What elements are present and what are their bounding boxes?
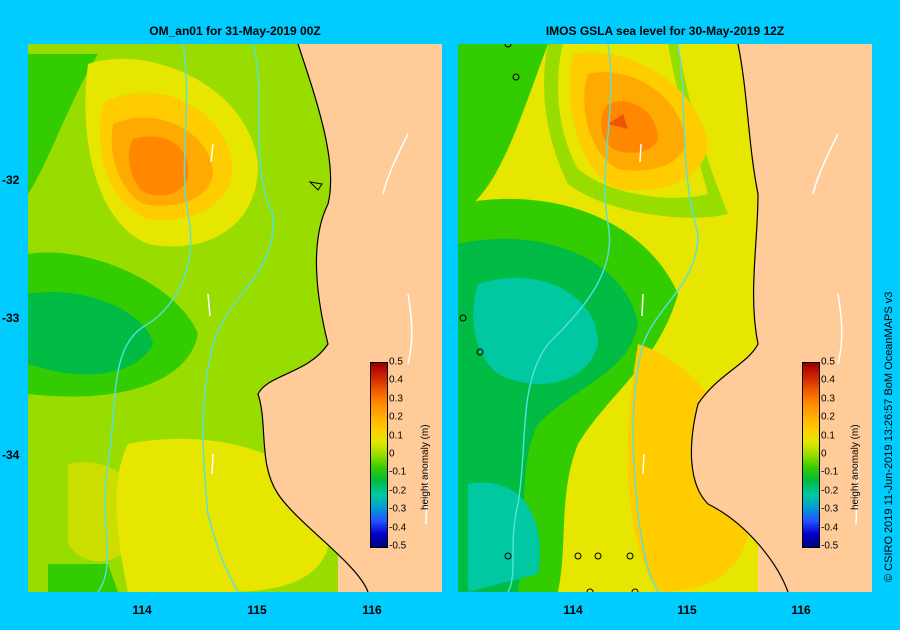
colorbar-tick-label: 0 (821, 448, 827, 460)
y-tick-label: -32 (2, 173, 20, 187)
x-tick-label: 115 (247, 603, 267, 617)
right-panel-title: IMOS GSLA sea level for 30-May-2019 12Z (545, 24, 785, 38)
colorbar-tick-label: 0.5 (389, 356, 403, 368)
colorbar-tick-label: -0.2 (389, 485, 407, 497)
colorbar-tick-label: 0.4 (389, 374, 403, 386)
colorbar-tick-label: 0.1 (389, 430, 403, 442)
colorbar-tick-label: 0.3 (821, 393, 835, 405)
colorbar-tick-label: -0.2 (821, 485, 839, 497)
colorbar-tick-label: -0.5 (389, 540, 407, 552)
left-map-panel (28, 44, 442, 592)
left-anomaly-contours (28, 44, 442, 592)
colorbar-tick-label: 0.5 (821, 356, 835, 368)
colorbar-tick-label: 0.2 (821, 411, 835, 423)
left-colorbar (370, 362, 388, 548)
right-anomaly-contours (458, 44, 872, 592)
y-tick-label: -34 (2, 448, 20, 462)
observation-markers (459, 44, 639, 592)
x-tick-label: 114 (563, 603, 583, 617)
colorbar-tick-label: -0.5 (821, 540, 839, 552)
colorbar-tick-label: 0.1 (821, 430, 835, 442)
colorbar-tick-label: -0.4 (821, 522, 839, 534)
right-colorbar-label: height anomaly (m) (850, 424, 861, 510)
credit-text: © CSIRO 2019 11-Jun-2019 13:26:57 BoM Oc… (883, 291, 895, 582)
colorbar-tick-label: 0.4 (821, 374, 835, 386)
right-colorbar (802, 362, 820, 548)
x-tick-label: 115 (677, 603, 697, 617)
left-colorbar-label: height anomaly (m) (420, 424, 431, 510)
colorbar-tick-label: -0.1 (821, 466, 839, 478)
colorbar-tick-label: 0 (389, 448, 395, 460)
x-tick-label: 116 (362, 603, 382, 617)
x-tick-label: 114 (132, 603, 152, 617)
colorbar-tick-label: -0.3 (821, 503, 839, 515)
right-map-panel (458, 44, 872, 592)
colorbar-tick-label: -0.4 (389, 522, 407, 534)
colorbar-tick-label: -0.3 (389, 503, 407, 515)
left-panel-title: OM_an01 for 31-May-2019 00Z (149, 24, 321, 38)
colorbar-tick-label: -0.1 (389, 466, 407, 478)
colorbar-tick-label: 0.2 (389, 411, 403, 423)
x-tick-label: 116 (791, 603, 811, 617)
colorbar-tick-label: 0.3 (389, 393, 403, 405)
y-tick-label: -33 (2, 311, 20, 325)
